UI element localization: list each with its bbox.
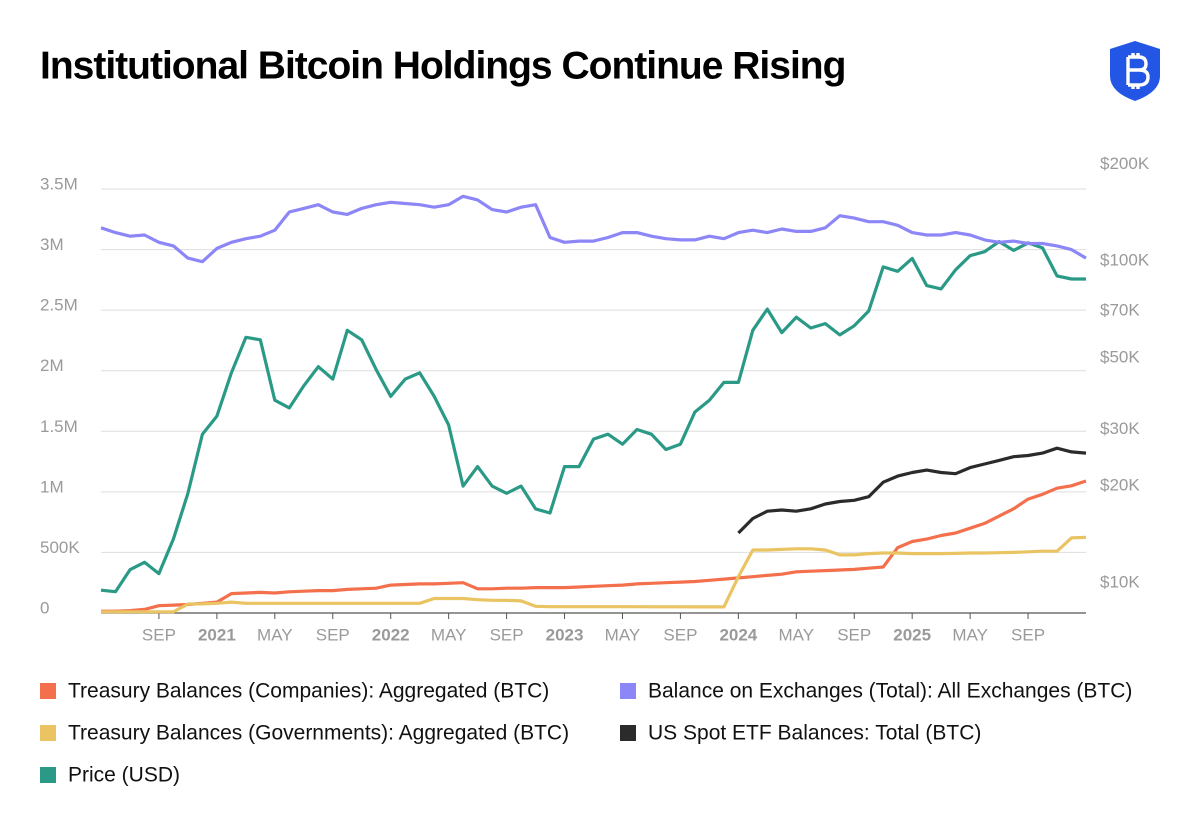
legend-swatch <box>40 683 56 699</box>
legend-item: Treasury Balances (Governments): Aggrega… <box>40 722 569 745</box>
y-tick-label: 500K <box>40 538 80 557</box>
y-tick-label: 0 <box>40 598 49 617</box>
logo <box>1110 41 1160 101</box>
series-line <box>101 535 1087 614</box>
x-tick-label: SEP <box>663 625 697 644</box>
chart-title: Institutional Bitcoin Holdings Continue … <box>40 44 845 87</box>
legend-item: US Spot ETF Balances: Total (BTC) <box>620 722 981 745</box>
y-tick-label: 3M <box>40 235 64 254</box>
y-tick-label: 2M <box>40 356 64 375</box>
series-line <box>100 240 1086 594</box>
legend-label: Price (USD) <box>68 764 180 787</box>
x-tick-label: MAY <box>257 625 293 644</box>
y2-tick-label: $50K <box>1100 348 1140 367</box>
y-tick-label: 2.5M <box>40 296 78 315</box>
legend-item: Balance on Exchanges (Total): All Exchan… <box>620 680 1132 703</box>
series-line <box>737 446 1087 535</box>
legend-item: Treasury Balances (Companies): Aggregate… <box>40 680 549 703</box>
x-tick-label: SEP <box>316 625 350 644</box>
x-tick-label: SEP <box>142 625 176 644</box>
x-tick-label: MAY <box>952 625 988 644</box>
legend-item: Price (USD) <box>40 764 180 787</box>
series-line <box>101 479 1087 613</box>
legend-swatch <box>40 767 56 783</box>
x-tick-label: SEP <box>490 625 524 644</box>
legend-label: Treasury Balances (Companies): Aggregate… <box>68 680 549 703</box>
y2-tick-label: $30K <box>1100 419 1140 438</box>
y2-tick-label: $10K <box>1100 573 1140 592</box>
y2-tick-label: $200K <box>1100 154 1150 173</box>
legend-swatch <box>620 683 636 699</box>
legend-label: US Spot ETF Balances: Total (BTC) <box>648 722 981 745</box>
x-tick-label: 2025 <box>893 625 931 644</box>
legend-swatch <box>620 725 636 741</box>
x-tick-label: 2022 <box>372 625 410 644</box>
x-tick-label: SEP <box>837 625 871 644</box>
y2-tick-label: $100K <box>1100 251 1150 270</box>
y-tick-label: 1.5M <box>40 417 78 436</box>
y-tick-label: 1M <box>40 477 64 496</box>
x-tick-label: 2023 <box>546 625 584 644</box>
x-tick-label: SEP <box>1011 625 1045 644</box>
y2-tick-label: $70K <box>1100 301 1140 320</box>
x-tick-label: 2021 <box>198 625 236 644</box>
y2-tick-label: $20K <box>1100 476 1140 495</box>
legend-label: Balance on Exchanges (Total): All Exchan… <box>648 680 1132 703</box>
x-tick-label: 2024 <box>719 625 757 644</box>
x-tick-label: MAY <box>605 625 641 644</box>
legend-label: Treasury Balances (Governments): Aggrega… <box>68 722 569 745</box>
y-tick-label: 3.5M <box>40 174 78 193</box>
x-tick-label: MAY <box>779 625 815 644</box>
legend-swatch <box>40 725 56 741</box>
x-tick-label: MAY <box>431 625 467 644</box>
series-line <box>100 194 1087 264</box>
